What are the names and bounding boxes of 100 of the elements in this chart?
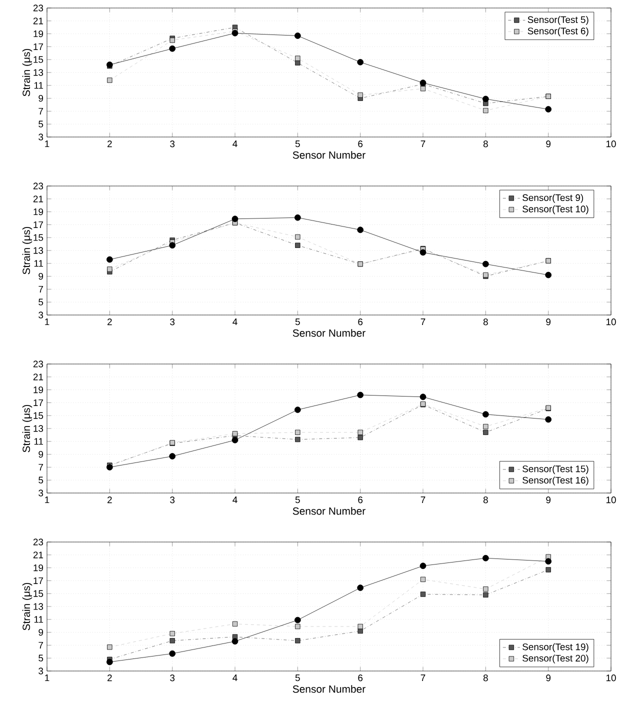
point — [420, 249, 426, 256]
y-tick-label: 17 — [34, 577, 44, 584]
point — [295, 638, 300, 644]
y-tick-label: 15 — [34, 56, 44, 63]
point — [106, 658, 113, 666]
y-tick-label: 9 — [38, 628, 44, 636]
y-tick-label: 23 — [33, 4, 44, 12]
point — [358, 430, 363, 435]
point — [358, 434, 363, 440]
point — [420, 86, 426, 92]
x-tick-label: 2 — [108, 496, 112, 504]
point — [482, 96, 489, 102]
x-tick-label: 9 — [546, 674, 551, 682]
y-tick-label: 19 — [34, 30, 44, 38]
point — [295, 624, 300, 630]
point — [420, 562, 426, 570]
point — [232, 216, 238, 222]
y-tick-label: 13 — [34, 425, 44, 432]
y-tick-label: 19 — [34, 564, 44, 572]
x-tick-label: 4 — [232, 674, 238, 682]
y-tick-label: 5 — [38, 654, 44, 662]
point — [357, 226, 364, 234]
point — [232, 621, 238, 627]
x-tick-label: 1 — [45, 140, 50, 148]
y-axis-title: Strain (μs) — [22, 582, 32, 630]
point — [357, 392, 364, 398]
point — [107, 78, 112, 83]
point — [420, 394, 426, 400]
x-tick-label: 5 — [295, 140, 300, 148]
y-tick-label: 9 — [38, 94, 44, 102]
point — [232, 436, 238, 444]
y-tick-label: 11 — [34, 82, 44, 89]
y-tick-label: 15 — [34, 590, 44, 597]
point — [546, 567, 551, 572]
y-tick-label: 9 — [38, 272, 44, 280]
x-tick-label: 2 — [108, 318, 112, 326]
x-tick-label: 1 — [45, 318, 50, 326]
x-tick-label: 6 — [358, 318, 363, 326]
y-tick-label: 7 — [38, 642, 44, 648]
x-tick-label: 8 — [483, 140, 488, 148]
y-tick-label: 3 — [38, 312, 44, 318]
point — [420, 592, 426, 597]
point — [545, 558, 552, 565]
point — [545, 272, 552, 278]
y-tick-label: 11 — [34, 616, 44, 623]
point — [169, 242, 176, 249]
y-tick-label: 17 — [34, 221, 44, 228]
y-tick-label: 21 — [33, 374, 44, 380]
x-axis-title: Sensor Number — [292, 507, 366, 515]
y-tick-label: 23 — [33, 538, 44, 546]
y-tick-label: 21 — [33, 196, 44, 202]
legend-label: Sensor(Test 19) — [522, 643, 588, 652]
y-tick-label: 15 — [34, 412, 44, 419]
point — [295, 56, 300, 61]
y-tick-label: 7 — [38, 286, 44, 292]
point — [358, 92, 363, 98]
x-tick-label: 9 — [546, 140, 551, 148]
x-tick-label: 6 — [358, 496, 363, 504]
x-tick-label: 7 — [420, 318, 426, 326]
x-tick-label: 4 — [232, 140, 238, 148]
y-tick-label: 13 — [34, 603, 44, 610]
x-tick-label: 5 — [295, 496, 300, 504]
y-tick-label: 15 — [34, 234, 44, 241]
x-tick-label: 3 — [170, 496, 175, 504]
y-tick-label: 11 — [34, 438, 44, 445]
point — [107, 644, 112, 650]
point — [420, 576, 426, 582]
point — [482, 554, 489, 562]
legend-label: Sensor(Test 9) — [522, 194, 584, 203]
y-tick-label: 21 — [33, 552, 44, 558]
point — [107, 266, 112, 272]
y-tick-label: 7 — [38, 108, 44, 114]
legend-label: Sensor(Test 6) — [528, 27, 588, 36]
point — [358, 624, 363, 630]
x-tick-label: 9 — [546, 318, 551, 326]
point — [295, 436, 300, 442]
x-tick-label: 5 — [295, 318, 300, 326]
y-tick-label: 13 — [34, 69, 44, 76]
point — [358, 628, 363, 634]
y-tick-label: 19 — [34, 208, 44, 216]
point — [357, 584, 364, 591]
point — [483, 108, 488, 114]
x-tick-label: 3 — [170, 674, 175, 682]
point — [483, 592, 488, 598]
y-tick-label: 17 — [34, 399, 44, 406]
x-tick-label: 1 — [45, 496, 50, 504]
x-tick-label: 4 — [232, 496, 238, 504]
legend-label: Sensor(Test 10) — [522, 205, 588, 214]
x-tick-label: 7 — [420, 496, 426, 504]
point — [232, 638, 238, 645]
x-tick-label: 10 — [606, 318, 616, 326]
x-tick-label: 10 — [606, 674, 616, 682]
point — [169, 650, 176, 657]
point — [483, 430, 488, 435]
y-tick-label: 3 — [38, 668, 44, 674]
y-tick-label: 23 — [33, 182, 44, 190]
y-axis-title: Strain (μs) — [22, 226, 32, 274]
y-tick-label: 23 — [33, 360, 44, 368]
x-axis-title: Sensor Number — [292, 151, 366, 159]
x-tick-label: 6 — [358, 140, 363, 148]
